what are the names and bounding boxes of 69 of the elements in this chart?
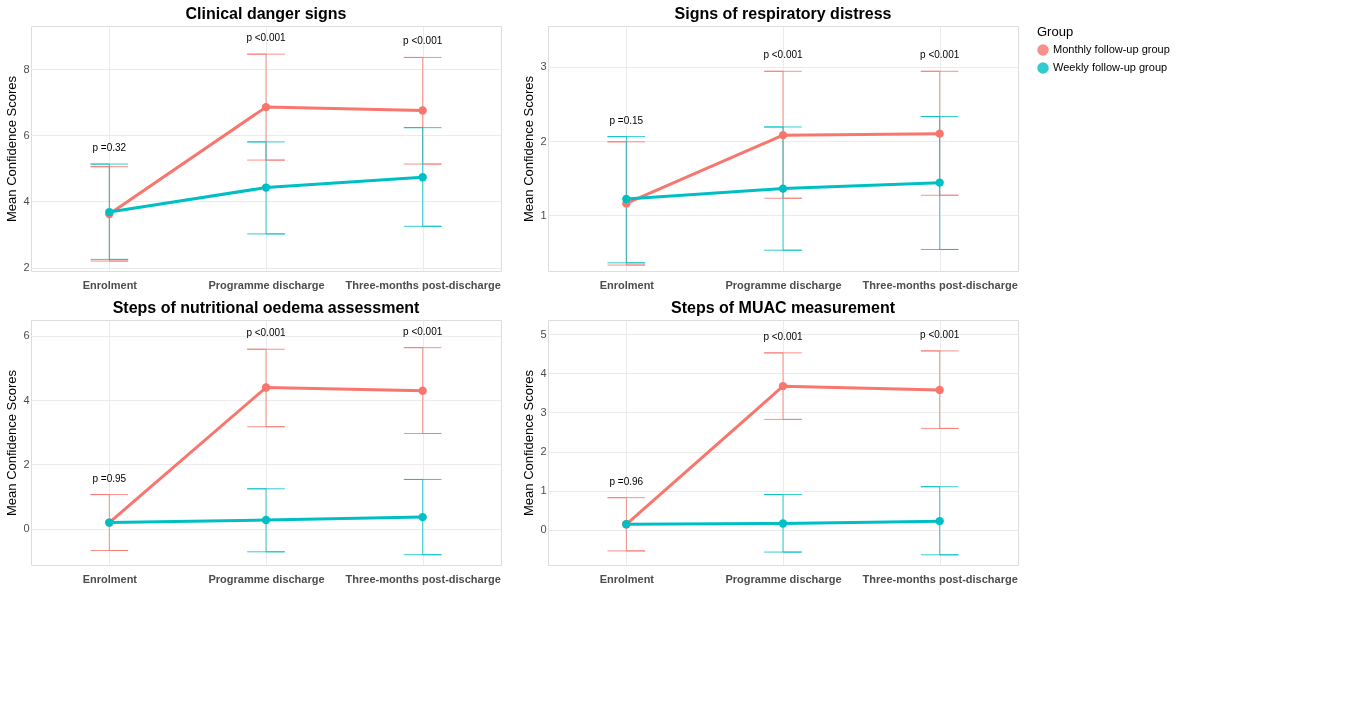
y-tick-label: 5: [540, 327, 547, 340]
annotation: p =0.32: [92, 142, 127, 154]
legend-title: Group: [1037, 24, 1074, 39]
annotation: p <0.001: [763, 330, 804, 342]
annotation: p =0.15: [609, 114, 644, 126]
point: [418, 173, 427, 182]
chart-title: Steps of MUAC measurement: [670, 299, 896, 316]
y-tick-label: 2: [23, 261, 30, 274]
annotation: p <0.001: [246, 32, 287, 44]
point: [935, 178, 944, 187]
legend-label: Weekly follow-up group: [1053, 61, 1168, 73]
x-tick-label: Enrolment: [82, 278, 138, 291]
y-tick-label: 3: [540, 405, 547, 418]
point: [418, 512, 427, 522]
x-tick-label: Programme discharge: [208, 572, 325, 585]
x-tick-label: Three-months post-discharge: [862, 572, 1018, 585]
x-tick-label: Enrolment: [599, 278, 655, 291]
y-tick-label: 3: [540, 60, 547, 73]
point: [622, 194, 631, 204]
y-tick-label: 4: [540, 366, 547, 379]
y-tick-label: 0: [540, 523, 547, 536]
y-axis-title: Mean Confidence Scores: [521, 75, 537, 222]
y-tick-label: 6: [23, 128, 30, 141]
chart-title: Steps of nutritional oedema assessment: [112, 299, 421, 316]
y-axis-title: Mean Confidence Scores: [4, 369, 20, 516]
point: [261, 102, 271, 112]
point: [261, 515, 271, 525]
y-tick-label: 0: [23, 522, 30, 535]
x-tick-label: Three-months post-discharge: [345, 572, 501, 585]
annotation: p <0.001: [763, 49, 804, 61]
y-tick-label: 6: [23, 329, 30, 342]
x-tick-label: Three-months post-discharge: [862, 278, 1018, 291]
point: [778, 130, 788, 140]
chart-title: Clinical danger signs: [185, 5, 347, 22]
point: [261, 383, 271, 392]
y-tick-label: 8: [23, 62, 30, 75]
annotation: p =0.95: [92, 472, 127, 484]
y-axis-title: Mean Confidence Scores: [521, 369, 537, 516]
y-tick-label: 4: [23, 194, 30, 207]
x-tick-label: Enrolment: [82, 572, 138, 585]
x-tick-label: Three-months post-discharge: [345, 278, 501, 291]
y-axis-title: Mean Confidence Scores: [4, 75, 20, 222]
point: [778, 381, 788, 391]
y-tick-label: 2: [23, 457, 30, 470]
annotation: p <0.001: [920, 49, 960, 61]
annotation: p <0.001: [403, 325, 443, 337]
annotation: p =0.96: [609, 475, 644, 487]
y-tick-label: 1: [540, 208, 547, 221]
x-tick-label: Programme discharge: [725, 572, 842, 585]
y-tick-label: 2: [540, 445, 547, 457]
point: [935, 385, 944, 395]
point: [418, 386, 427, 395]
chart-title: Signs of respiratory distress: [674, 5, 892, 22]
annotation: p <0.001: [403, 35, 443, 47]
point: [935, 516, 944, 526]
x-tick-label: Programme discharge: [725, 278, 842, 291]
point: [418, 106, 427, 115]
annotation: p <0.001: [920, 328, 960, 340]
legend-label: Monthly follow-up group: [1053, 43, 1170, 55]
x-tick-label: Programme discharge: [208, 278, 325, 291]
point: [261, 183, 271, 192]
y-tick-label: 4: [23, 393, 30, 406]
y-tick-label: 2: [540, 134, 547, 147]
point: [778, 184, 788, 193]
point: [935, 129, 944, 138]
point: [778, 519, 788, 528]
annotation: p <0.001: [246, 327, 287, 339]
x-tick-label: Enrolment: [599, 572, 655, 585]
y-tick-label: 1: [540, 484, 547, 497]
